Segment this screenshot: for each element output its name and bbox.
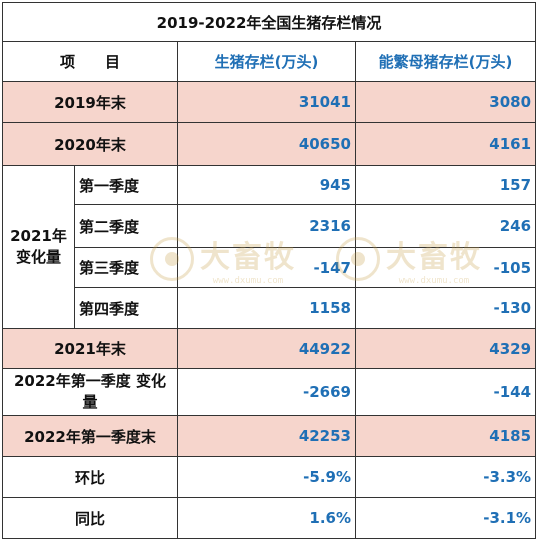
group-label-2021-change: 2021年 变化量: [2, 165, 75, 329]
row-label-yoy: 同比: [2, 497, 178, 539]
hog-2021-q4: 1158: [177, 287, 356, 329]
sow-yoy: -3.1%: [354, 497, 537, 539]
hog-2019: 31041: [177, 81, 356, 123]
sow-2021-q3: -105: [354, 247, 537, 288]
header-hog-inventory: 生猪存栏(万头): [177, 41, 356, 82]
hog-2021: 44922: [177, 328, 356, 369]
sow-2021-q1: 157: [354, 165, 537, 205]
row-label-qoq: 环比: [2, 456, 178, 498]
row-label-q1: 第一季度: [74, 165, 178, 205]
sow-2022q1-change: -144: [354, 368, 537, 416]
table-row: 环比 -5.9% -3.3%: [2, 456, 537, 498]
sow-2021-q4: -130: [354, 287, 537, 329]
hog-2020: 40650: [177, 122, 356, 166]
table-row: 2020年末 40650 4161: [2, 122, 537, 166]
row-label-q2: 第二季度: [74, 204, 178, 248]
hog-yoy: 1.6%: [177, 497, 356, 539]
row-label-q3: 第三季度: [74, 247, 178, 288]
hog-2021-q1: 945: [177, 165, 356, 205]
row-label-2020: 2020年末: [2, 122, 178, 166]
hog-2021-q2: 2316: [177, 204, 356, 248]
sow-2019: 3080: [354, 81, 537, 123]
table-row: 第四季度 1158 -130: [3, 287, 537, 329]
table-row: 2019年末 31041 3080: [2, 81, 537, 123]
hog-2022q1-change: -2669: [177, 368, 356, 416]
hog-qoq: -5.9%: [177, 456, 356, 498]
table-row: 同比 1.6% -3.1%: [2, 497, 537, 539]
sow-2022q1-end: 4185: [354, 415, 537, 457]
table-row: 2021年 变化量 第一季度 945 157: [2, 165, 537, 329]
table-row: 第二季度 2316 246: [3, 204, 537, 248]
header-sow-inventory: 能繁母猪存栏(万头): [354, 41, 537, 82]
sow-2021: 4329: [354, 328, 537, 369]
sow-2021-q2: 246: [354, 204, 537, 248]
row-label-2022q1-end: 2022年第一季度末: [2, 415, 178, 457]
table-row: 第三季度 -147 -105: [3, 247, 537, 288]
sow-2020: 4161: [354, 122, 537, 166]
hog-2021-q3: -147: [177, 247, 356, 288]
table-row: 2022年第一季度 变化量 -2669 -144: [2, 368, 537, 416]
row-label-q4: 第四季度: [74, 287, 178, 329]
row-label-2022q1-change: 2022年第一季度 变化量: [2, 368, 178, 416]
table-row: 2021年末 44922 4329: [2, 328, 537, 369]
hog-2022q1-end: 42253: [177, 415, 356, 457]
sow-qoq: -3.3%: [354, 456, 537, 498]
table-row: 2022年第一季度末 42253 4185: [2, 415, 537, 457]
header-item: 项 目: [2, 41, 178, 82]
row-label-2019: 2019年末: [2, 81, 178, 123]
table-title: 2019-2022年全国生猪存栏情况: [1, 2, 537, 42]
row-label-2021: 2021年末: [2, 328, 178, 369]
